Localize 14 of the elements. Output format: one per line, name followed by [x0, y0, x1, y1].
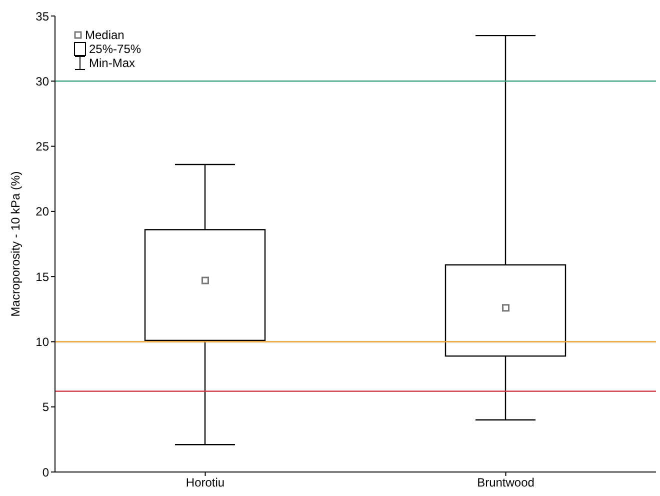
- y-tick-label: 25: [36, 140, 50, 154]
- x-tick-label: Bruntwood: [477, 476, 534, 490]
- y-tick-label: 5: [42, 400, 50, 414]
- annotation: Min-Max: [89, 56, 136, 70]
- y-tick-label: 35: [36, 9, 50, 24]
- y-axis-title: Macroporosity - 10 kPa (%): [8, 171, 22, 317]
- y-tick-label: 15: [36, 270, 50, 284]
- y-tick-label: 30: [36, 74, 50, 88]
- annotation: 25%-75%: [89, 42, 142, 56]
- x-tick-label: Horotiu: [186, 476, 225, 490]
- y-tick-label: 10: [36, 334, 50, 349]
- annotation: Median: [85, 28, 124, 42]
- y-tick-label: 0: [42, 465, 50, 480]
- y-tick-label: 20: [36, 204, 50, 219]
